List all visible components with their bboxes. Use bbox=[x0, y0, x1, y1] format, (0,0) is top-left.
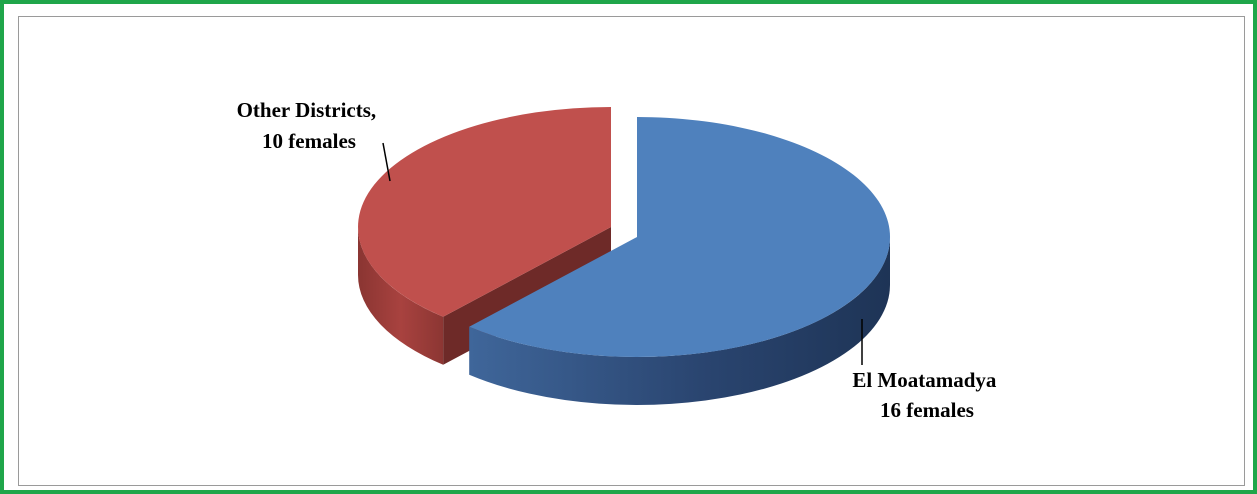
leader-line-other-districts bbox=[382, 142, 391, 182]
slice-top-other-districts bbox=[358, 107, 611, 317]
pie-chart: Other Districts, 10 females El Moatamady… bbox=[237, 98, 1001, 422]
data-label-other-districts: Other Districts, 10 females bbox=[237, 98, 382, 153]
slice-side-other-districts bbox=[358, 227, 444, 365]
slice-top-el-moatamadya bbox=[469, 117, 891, 357]
chart-panel: Other Districts, 10 females El Moatamady… bbox=[18, 16, 1245, 486]
pie-slice-el-moatamadya bbox=[469, 117, 891, 405]
data-label-el-moatamadya: El Moatamadya 16 females bbox=[852, 368, 1001, 422]
slice-side-el-moatamadya bbox=[469, 237, 890, 405]
